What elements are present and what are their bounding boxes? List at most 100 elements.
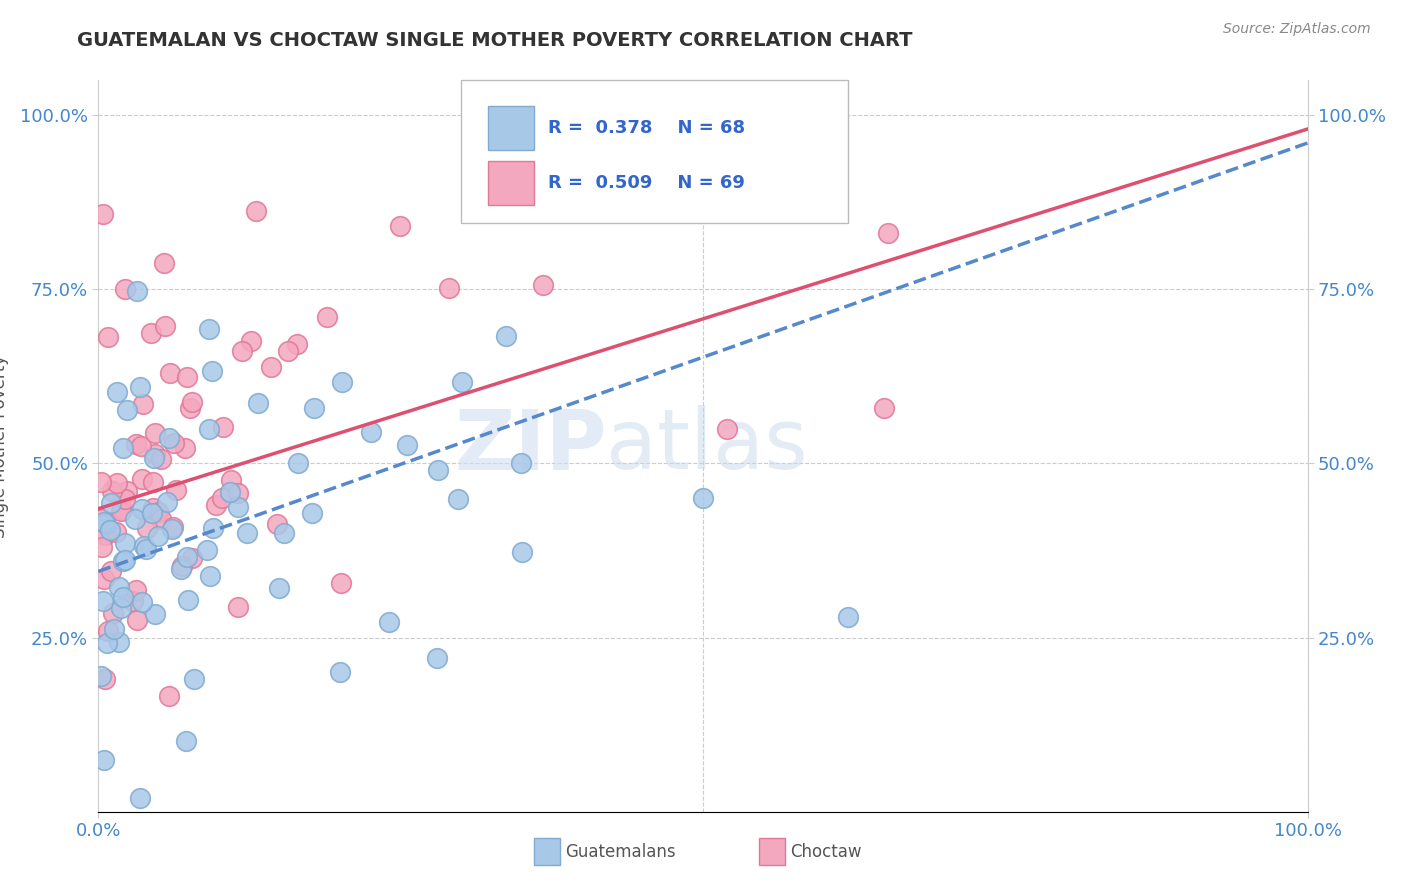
Point — [176, 369, 198, 384]
Point — [266, 517, 288, 532]
Point — [105, 475, 128, 490]
Point — [100, 565, 122, 579]
Point — [125, 583, 148, 598]
Point — [156, 494, 179, 508]
Point — [101, 484, 124, 499]
Point — [172, 559, 194, 574]
Point — [226, 600, 249, 615]
Point — [143, 447, 166, 461]
Text: GUATEMALAN VS CHOCTAW SINGLE MOTHER POVERTY CORRELATION CHART: GUATEMALAN VS CHOCTAW SINGLE MOTHER POVE… — [77, 31, 912, 50]
Text: atlas: atlas — [606, 406, 808, 486]
Point — [122, 594, 145, 608]
Point — [90, 475, 112, 489]
Point — [389, 219, 412, 234]
Point — [287, 456, 309, 470]
Point — [114, 492, 136, 507]
Point — [98, 524, 121, 538]
Point — [94, 528, 117, 542]
Point — [146, 529, 169, 543]
Point — [101, 607, 124, 621]
Point — [94, 672, 117, 686]
Point — [198, 422, 221, 436]
Point — [124, 511, 146, 525]
Point — [114, 536, 136, 550]
Point — [426, 651, 449, 665]
Point — [198, 569, 221, 583]
Text: ZIP: ZIP — [454, 406, 606, 486]
Point — [195, 542, 218, 557]
Point — [97, 624, 120, 638]
Point — [426, 463, 449, 477]
Bar — [488, 106, 534, 150]
Point — [160, 522, 183, 536]
Point — [111, 442, 134, 456]
Point — [218, 485, 240, 500]
Point — [267, 581, 290, 595]
Point — [93, 572, 115, 586]
Text: Source: ZipAtlas.com: Source: ZipAtlas.com — [1223, 22, 1371, 37]
Point — [273, 526, 295, 541]
Point — [117, 403, 139, 417]
Point — [93, 515, 115, 529]
Point — [200, 364, 222, 378]
Point — [205, 498, 228, 512]
Point — [111, 554, 134, 568]
Text: R =  0.509    N = 69: R = 0.509 N = 69 — [548, 174, 745, 192]
Y-axis label: Single Mother Poverty: Single Mother Poverty — [0, 354, 8, 538]
Point — [131, 439, 153, 453]
Point — [129, 380, 152, 394]
Point — [114, 553, 136, 567]
Point — [143, 607, 166, 621]
Point — [91, 540, 114, 554]
Point — [110, 504, 132, 518]
Point — [240, 334, 263, 348]
Point — [91, 512, 114, 526]
Point — [330, 575, 353, 590]
Point — [219, 473, 242, 487]
Point — [245, 204, 267, 219]
Point — [531, 278, 554, 293]
Text: Choctaw: Choctaw — [790, 843, 862, 861]
Point — [877, 226, 900, 240]
Point — [315, 310, 337, 324]
Point — [163, 436, 186, 450]
Point — [162, 520, 184, 534]
Point — [132, 539, 155, 553]
Point — [149, 452, 172, 467]
Point — [108, 635, 131, 649]
Point — [131, 595, 153, 609]
Point — [236, 526, 259, 541]
Point — [111, 502, 134, 516]
Point — [212, 420, 235, 434]
Point — [103, 623, 125, 637]
Point — [96, 636, 118, 650]
Point — [104, 524, 127, 539]
Point — [153, 256, 176, 270]
Point — [155, 318, 177, 333]
Point — [176, 550, 198, 565]
Point — [277, 344, 299, 359]
Point — [135, 541, 157, 556]
Point — [150, 512, 173, 526]
Point — [329, 665, 352, 680]
Point — [231, 344, 253, 359]
Point — [873, 401, 896, 415]
Point — [260, 359, 283, 374]
Point — [437, 281, 460, 295]
Point — [91, 207, 114, 221]
Point — [157, 689, 180, 703]
Point — [135, 520, 157, 534]
Point — [143, 425, 166, 440]
Point — [510, 544, 533, 558]
Point — [395, 438, 418, 452]
Point — [451, 375, 474, 389]
Point — [692, 491, 714, 506]
Point — [304, 401, 326, 415]
Point — [177, 592, 200, 607]
Text: Guatemalans: Guatemalans — [565, 843, 676, 861]
FancyBboxPatch shape — [461, 80, 848, 223]
Point — [159, 366, 181, 380]
Point — [142, 500, 165, 515]
Point — [197, 322, 219, 336]
Point — [129, 790, 152, 805]
